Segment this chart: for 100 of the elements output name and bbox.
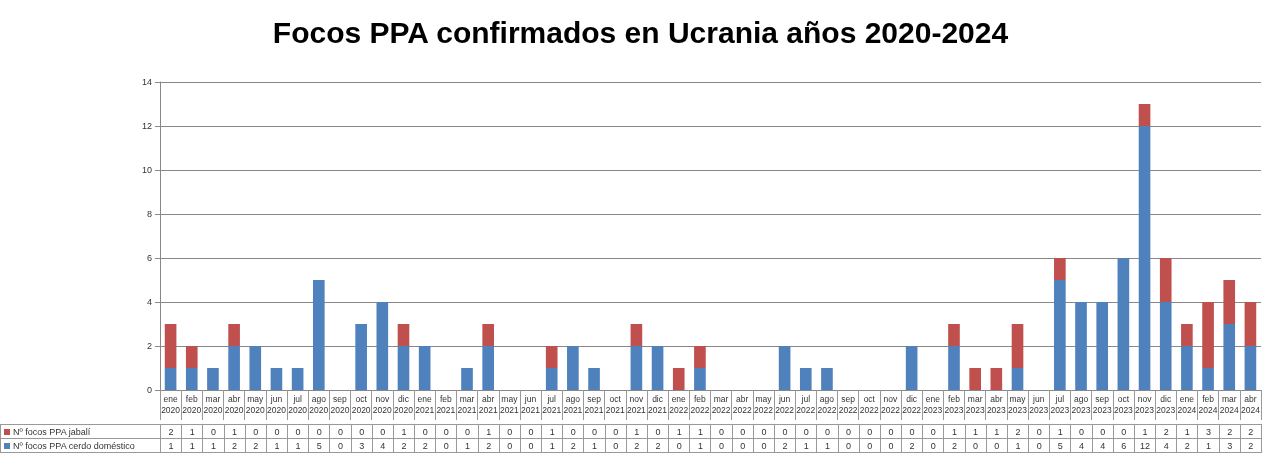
bar (567, 346, 579, 390)
data-label: 0 (308, 424, 330, 439)
data-label: 0 (329, 424, 352, 439)
data-label: 0 (732, 424, 754, 439)
bar (545, 346, 558, 368)
x-tick-label: dic 2021 (648, 393, 668, 415)
bar (651, 346, 664, 390)
x-tick-label: abr 2022 (732, 393, 752, 415)
legend-label: Nº focos PPA jabalí (0, 424, 161, 439)
bar (821, 368, 833, 390)
bar (1138, 104, 1151, 126)
data-label: 1 (541, 424, 563, 439)
bar (799, 368, 812, 390)
data-label: 0 (414, 424, 436, 439)
y-tick-label: 8 (146, 209, 152, 219)
bar (1011, 368, 1024, 390)
bar (207, 368, 219, 390)
data-label: 0 (838, 424, 860, 439)
data-label: 2 (245, 438, 267, 453)
data-label: 1 (689, 438, 711, 453)
x-tick-label: jul 2020 (288, 393, 308, 415)
x-tick-label: sep 2023 (1092, 393, 1112, 415)
y-tick-label: 0 (146, 385, 152, 395)
data-label: 2 (774, 438, 796, 453)
x-tick-label: jul 2021 (542, 393, 562, 415)
data-label: 1 (202, 438, 225, 453)
bar (418, 346, 431, 390)
data-label: 0 (647, 424, 669, 439)
x-tick-label: mar 2023 (965, 393, 985, 415)
data-label: 0 (562, 424, 584, 439)
data-label: 0 (710, 438, 733, 453)
data-label: 0 (859, 438, 881, 453)
data-label: 0 (838, 438, 860, 453)
data-label: 1 (478, 424, 500, 439)
data-label: 1 (456, 438, 479, 453)
data-label: 5 (308, 438, 330, 453)
x-tick-label: feb 2024 (1198, 393, 1218, 415)
data-label: 2 (562, 438, 584, 453)
bar (291, 368, 304, 390)
x-tick-label: may 2023 (1008, 393, 1028, 415)
data-label: 0 (880, 438, 902, 453)
x-tick-label: ene 2020 (161, 393, 181, 415)
bar (1159, 302, 1172, 390)
data-label: 0 (245, 424, 267, 439)
bar (397, 346, 410, 390)
data-label: 3 (351, 438, 373, 453)
bar (1223, 280, 1236, 324)
x-tick-label: feb 2022 (690, 393, 710, 415)
data-label: 4 (1092, 438, 1114, 453)
bar (355, 324, 367, 390)
data-label: 5 (1049, 438, 1071, 453)
data-label: 0 (605, 438, 627, 453)
bar (1202, 302, 1214, 368)
x-tick-label: oct 2023 (1113, 393, 1134, 415)
data-label: 0 (859, 424, 881, 439)
bar (694, 368, 706, 390)
data-label: 2 (1007, 424, 1029, 439)
legend-label: Nº focos PPA cerdo doméstico (0, 438, 161, 453)
data-label: 2 (393, 438, 415, 453)
x-tick-label: jun 2022 (775, 393, 795, 415)
data-label: 0 (1028, 438, 1050, 453)
bar (630, 346, 643, 390)
data-label: 0 (922, 438, 944, 453)
x-tick-label: sep 2022 (838, 393, 858, 415)
data-label: 1 (160, 438, 182, 453)
x-tick-label: abr 2021 (478, 393, 498, 415)
bar (1011, 324, 1024, 368)
data-label: 0 (986, 438, 1008, 453)
data-label: 1 (181, 424, 203, 439)
data-label: 12 (1134, 438, 1156, 453)
y-tick-label: 6 (146, 253, 152, 263)
x-tick-label: abr 2023 (986, 393, 1007, 415)
data-label: 2 (160, 424, 182, 439)
data-label: 6 (1113, 438, 1135, 453)
data-label: 0 (583, 424, 606, 439)
x-tick-label: nov 2021 (626, 393, 647, 415)
data-label: 2 (1176, 438, 1198, 453)
x-tick-label: nov 2023 (1135, 393, 1155, 415)
data-label: 0 (732, 438, 754, 453)
bar (228, 324, 240, 346)
data-label: 0 (880, 424, 902, 439)
data-label: 1 (541, 438, 563, 453)
data-label: 1 (287, 438, 309, 453)
data-label: 0 (922, 424, 944, 439)
bar (545, 368, 558, 390)
x-tick-label: dic 2022 (902, 393, 922, 415)
bar (1159, 258, 1172, 302)
data-label: 0 (372, 424, 394, 439)
data-label: 1 (943, 424, 966, 439)
data-label: 0 (499, 438, 521, 453)
y-tick-label: 2 (146, 341, 152, 351)
data-label: 3 (1219, 438, 1241, 453)
data-label: 2 (224, 438, 246, 453)
bar (990, 368, 1003, 390)
x-tick-label: jul 2022 (796, 393, 816, 415)
x-tick-label: sep 2020 (330, 393, 350, 415)
data-label: 1 (224, 424, 246, 439)
bar (1244, 346, 1257, 390)
data-label: 2 (1240, 424, 1262, 439)
data-label: 0 (753, 424, 775, 439)
